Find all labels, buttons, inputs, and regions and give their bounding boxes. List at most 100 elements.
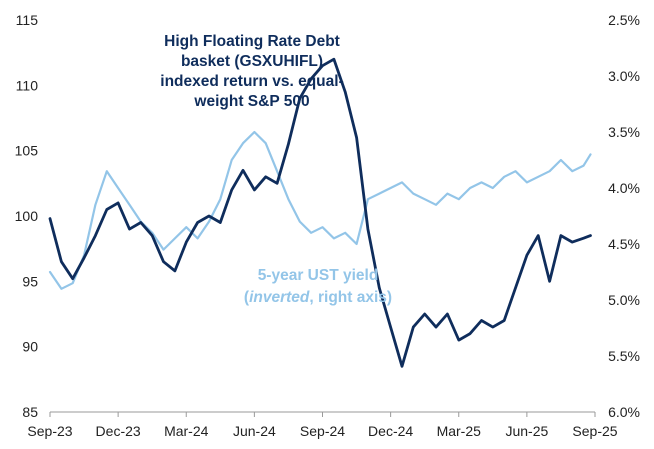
ust-yield-point: [196, 237, 199, 240]
floating-rate-basket-point: [378, 287, 381, 289]
ust-yield-point: [492, 187, 494, 189]
floating-rate-basket-point: [71, 277, 74, 280]
floating-rate-basket-point: [83, 257, 85, 259]
floating-rate-basket-point: [162, 260, 165, 263]
left-y-tick-label: 115: [16, 12, 39, 28]
x-tick-label: Dec-24: [368, 423, 413, 439]
floating-rate-basket-point: [196, 221, 199, 224]
ust-yield-point: [401, 181, 403, 184]
floating-rate-basket-point: [276, 182, 278, 185]
floating-rate-basket-point: [117, 202, 119, 204]
floating-rate-basket-point: [208, 215, 210, 217]
ust-yield-point: [469, 187, 471, 189]
right-y-tick-label: 4.0%: [608, 180, 640, 196]
ust-yield-point: [503, 176, 506, 178]
floating-rate-basket-point: [469, 332, 471, 335]
ust-yield-point: [378, 192, 381, 195]
ust-yield-point: [446, 192, 449, 195]
ust-yield-point: [242, 142, 244, 144]
ust-yield-point: [128, 204, 131, 206]
floating-rate-basket-point: [526, 254, 528, 256]
floating-rate-basket-point: [242, 169, 244, 172]
ust-yield-point: [94, 204, 97, 206]
floating-rate-basket-point: [480, 319, 483, 322]
left-y-tick-label: 110: [16, 77, 39, 93]
light-series-label-line-1: 5-year UST yield: [258, 267, 379, 284]
left-y-tick-label: 95: [22, 273, 38, 289]
dark-series-label-line-4: weight S&P 500: [193, 93, 309, 110]
ust-yield-point: [458, 198, 460, 200]
left-y-tick-label: 85: [22, 404, 38, 420]
floating-rate-basket-point: [582, 237, 585, 239]
floating-rate-basket-point: [514, 287, 517, 289]
ust-yield-point: [333, 237, 335, 240]
floating-rate-basket-point: [185, 241, 188, 243]
floating-rate-basket-point: [253, 189, 256, 191]
x-tick-label: Mar-24: [164, 423, 209, 439]
ust-yield-point: [344, 232, 347, 234]
floating-rate-basket-point: [333, 58, 335, 60]
ust-yield-point: [435, 204, 437, 206]
floating-rate-basket-point: [264, 176, 267, 178]
ust-yield-point: [514, 170, 517, 172]
dark-series-label-line-1: High Floating Rate Debt: [164, 33, 340, 50]
floating-rate-basket-point: [299, 97, 301, 100]
floating-rate-basket-point: [310, 78, 312, 80]
floating-rate-basket-point: [344, 91, 347, 93]
ust-yield-point: [560, 159, 562, 161]
ust-yield-point: [230, 159, 233, 161]
floating-rate-basket-point: [571, 241, 574, 243]
floating-rate-basket-point: [60, 260, 63, 263]
floating-rate-basket-point: [503, 319, 506, 322]
x-tick-label: Sep-24: [300, 423, 345, 439]
ust-yield-point: [480, 181, 483, 184]
ust-yield-point: [208, 220, 210, 223]
ust-yield-point: [287, 198, 290, 200]
ust-yield-point: [185, 226, 188, 228]
ust-yield-point: [49, 271, 51, 273]
floating-rate-basket-point: [458, 339, 460, 341]
floating-rate-basket-point: [321, 64, 324, 67]
ust-yield-point: [423, 198, 426, 200]
floating-rate-basket-series-line: [48, 57, 592, 368]
floating-rate-basket-point: [49, 217, 51, 220]
ust-yield-point: [412, 192, 415, 195]
floating-rate-basket-point: [151, 234, 153, 237]
floating-rate-basket-point: [389, 326, 392, 328]
light-series-label-italic: inverted: [249, 289, 310, 306]
right-y-tick-label: 5.0%: [608, 292, 640, 308]
left-y-tick-label: 90: [22, 339, 38, 355]
right-y-tick-label: 5.5%: [608, 348, 640, 364]
floating-rate-basket-point: [492, 326, 494, 328]
ust-yield-point: [526, 181, 528, 184]
floating-rate-basket-point: [537, 234, 539, 237]
ust-yield-point: [355, 243, 358, 245]
ust-yield-point: [264, 142, 267, 144]
dark-series-label-line-2: basket (GSXUHIFL): [181, 53, 323, 70]
annotations: High Floating Rate Debt basket (GSXUHIFL…: [160, 33, 392, 306]
series-layer: [48, 57, 592, 368]
ust-yield-point: [276, 170, 278, 172]
ust-yield-point: [537, 176, 539, 178]
ust-yield-point: [299, 220, 301, 223]
x-tick-label: Sep-23: [27, 423, 72, 439]
ust-yield-point: [71, 282, 74, 285]
ust-yield-point: [310, 232, 312, 234]
floating-rate-basket-point: [423, 313, 426, 315]
ust-yield-point: [548, 170, 551, 172]
floating-rate-basket-point: [106, 208, 108, 211]
ust-yield-series-line: [48, 130, 592, 290]
tick-labels: Sep-23 Dec-23 Mar-24 Jun-24 Sep-24 Dec-24 Mar-…: [15, 12, 640, 439]
right-y-tick-label: 4.5%: [608, 236, 640, 252]
floating-rate-basket-point: [230, 189, 233, 191]
light-series-label-line-2: (inverted, right axis): [244, 289, 392, 306]
left-y-tick-label: 105: [15, 143, 39, 159]
ust-yield-point: [571, 170, 574, 172]
right-y-tick-label: 3.5%: [608, 124, 640, 140]
floating-rate-basket-point: [401, 365, 403, 368]
floating-rate-basket-point: [548, 280, 551, 283]
ust-yield-point: [589, 153, 592, 156]
ust-yield-point: [106, 170, 108, 172]
x-tick-label: Sep-25: [572, 423, 617, 439]
ust-yield-point: [174, 237, 176, 240]
